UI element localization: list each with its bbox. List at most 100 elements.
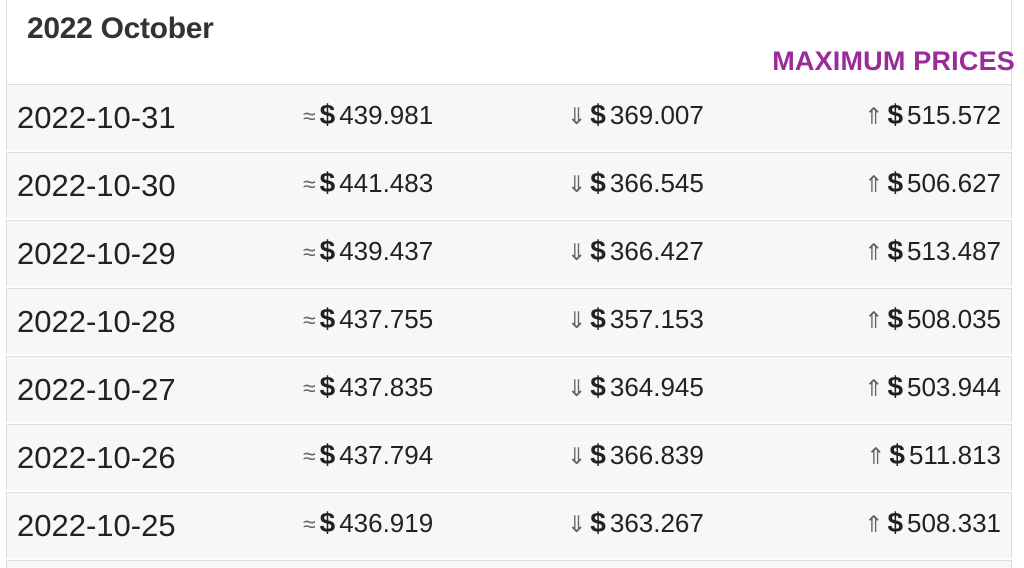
currency-symbol: $ [590, 235, 606, 266]
table-row-partial [6, 560, 1012, 568]
up-arrow-icon: ⇑ [866, 443, 886, 469]
minimum-price: ⇓ $366.545 [567, 167, 704, 199]
maximum-price: ⇑ $508.331 [864, 507, 1001, 539]
up-arrow-icon: ⇑ [864, 171, 884, 197]
maximum-price-value: 515.572 [907, 100, 1001, 130]
maximum-price: ⇑ $511.813 [866, 439, 1001, 471]
maximum-price: ⇑ $515.572 [864, 99, 1001, 131]
average-price-value: 437.835 [339, 372, 434, 402]
table-row: 2022-10-31 ≈ $439.981 ⇓ $369.007 ⇑ $515.572 [6, 84, 1012, 150]
up-arrow-icon: ⇑ [864, 511, 884, 537]
maximum-price-value: 506.627 [907, 168, 1001, 198]
table-row: 2022-10-29 ≈ $439.437 ⇓ $366.427 ⇑ $513.487 [6, 220, 1012, 286]
row-date: 2022-10-26 [17, 440, 176, 475]
minimum-price: ⇓ $364.945 [567, 371, 704, 403]
row-date: 2022-10-28 [17, 304, 176, 339]
currency-symbol: $ [590, 167, 606, 198]
up-arrow-icon: ⇑ [864, 103, 884, 129]
up-arrow-icon: ⇑ [864, 375, 884, 401]
currency-symbol: $ [889, 439, 905, 470]
average-price: ≈ $437.794 [303, 439, 433, 471]
up-arrow-icon: ⇑ [864, 307, 884, 333]
minimum-price-value: 369.007 [609, 100, 704, 130]
minimum-price-value: 357.153 [609, 304, 704, 334]
table-row: 2022-10-25 ≈ $436.919 ⇓ $363.267 ⇑ $508.331 [6, 492, 1012, 558]
down-arrow-icon: ⇓ [567, 307, 587, 333]
maximum-price: ⇑ $508.035 [864, 303, 1001, 335]
minimum-price: ⇓ $357.153 [567, 303, 704, 335]
average-price-value: 436.919 [339, 508, 434, 538]
row-date: 2022-10-25 [17, 508, 176, 543]
approx-icon: ≈ [303, 103, 316, 129]
down-arrow-icon: ⇓ [567, 443, 587, 469]
currency-symbol: $ [319, 235, 336, 266]
approx-icon: ≈ [303, 171, 316, 197]
up-arrow-icon: ⇑ [864, 239, 884, 265]
minimum-price: ⇓ $366.427 [567, 235, 704, 267]
down-arrow-icon: ⇓ [567, 511, 587, 537]
maximum-price-value: 503.944 [907, 372, 1001, 402]
average-price: ≈ $437.835 [303, 371, 433, 403]
average-price: ≈ $441.483 [303, 167, 433, 199]
currency-symbol: $ [590, 371, 606, 402]
down-arrow-icon: ⇓ [567, 171, 587, 197]
minimum-price: ⇓ $369.007 [567, 99, 704, 131]
average-price-value: 441.483 [339, 168, 434, 198]
minimum-price: ⇓ $363.267 [567, 507, 704, 539]
currency-symbol: $ [590, 507, 606, 538]
month-title: 2022 October [27, 12, 214, 45]
currency-symbol: $ [590, 439, 606, 470]
maximum-price: ⇑ $513.487 [864, 235, 1001, 267]
currency-symbol: $ [319, 303, 336, 334]
average-price: ≈ $436.919 [303, 507, 433, 539]
minimum-price-value: 363.267 [609, 508, 704, 538]
table-row: 2022-10-28 ≈ $437.755 ⇓ $357.153 ⇑ $508.035 [6, 288, 1012, 354]
row-date: 2022-10-27 [17, 372, 176, 407]
approx-icon: ≈ [303, 443, 316, 469]
table-row: 2022-10-26 ≈ $437.794 ⇓ $366.839 ⇑ $511.813 [6, 424, 1012, 490]
currency-symbol: $ [590, 99, 606, 130]
currency-symbol: $ [887, 99, 904, 130]
maximum-price: ⇑ $503.944 [864, 371, 1001, 403]
approx-icon: ≈ [303, 239, 316, 265]
minimum-price-value: 364.945 [609, 372, 704, 402]
average-price: ≈ $437.755 [303, 303, 433, 335]
table-row: 2022-10-30 ≈ $441.483 ⇓ $366.545 ⇑ $506.627 [6, 152, 1012, 218]
price-rows: 2022-10-31 ≈ $439.981 ⇓ $369.007 ⇑ $515.572 202… [6, 84, 1012, 568]
currency-symbol: $ [319, 439, 336, 470]
currency-symbol: $ [319, 99, 336, 130]
maximum-price-value: 508.331 [907, 508, 1001, 538]
maximum-price-value: 513.487 [907, 236, 1001, 266]
approx-icon: ≈ [303, 375, 316, 401]
table-header: 2022 October MAXIMUM PRICES [6, 0, 1015, 84]
row-date: 2022-10-30 [17, 168, 176, 203]
row-date: 2022-10-31 [17, 100, 176, 135]
minimum-price-value: 366.427 [609, 236, 704, 266]
currency-symbol: $ [319, 507, 336, 538]
average-price-value: 437.755 [339, 304, 434, 334]
down-arrow-icon: ⇓ [567, 375, 587, 401]
maximum-prices-label: MAXIMUM PRICES [772, 46, 1015, 76]
currency-symbol: $ [887, 235, 904, 266]
currency-symbol: $ [887, 507, 904, 538]
currency-symbol: $ [887, 167, 904, 198]
maximum-price-value: 508.035 [907, 304, 1001, 334]
average-price: ≈ $439.981 [303, 99, 433, 131]
currency-symbol: $ [319, 167, 336, 198]
currency-symbol: $ [590, 303, 606, 334]
row-date: 2022-10-29 [17, 236, 176, 271]
approx-icon: ≈ [303, 307, 316, 333]
average-price-value: 439.981 [339, 100, 434, 130]
currency-symbol: $ [887, 303, 904, 334]
minimum-price-value: 366.839 [609, 440, 704, 470]
maximum-price-value: 511.813 [908, 440, 1001, 470]
down-arrow-icon: ⇓ [567, 239, 587, 265]
approx-icon: ≈ [303, 511, 316, 537]
table-row: 2022-10-27 ≈ $437.835 ⇓ $364.945 ⇑ $503.944 [6, 356, 1012, 422]
minimum-price-value: 366.545 [609, 168, 704, 198]
average-price: ≈ $439.437 [303, 235, 433, 267]
currency-symbol: $ [319, 371, 336, 402]
average-price-value: 437.794 [339, 440, 434, 470]
currency-symbol: $ [887, 371, 904, 402]
